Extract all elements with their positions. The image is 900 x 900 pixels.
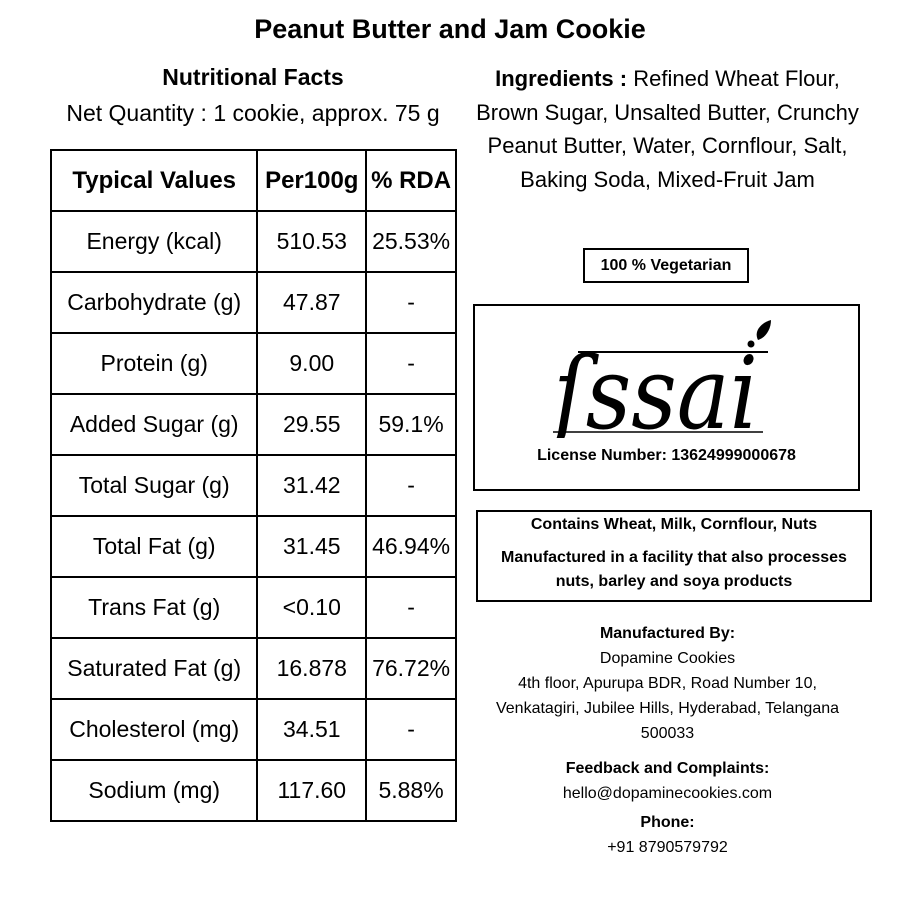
per-100g-value: 31.45 [256, 515, 368, 578]
address-line: 4th floor, Apurupa BDR, Road Number 10, [518, 675, 817, 692]
table-row: Saturated Fat (g) 16.878 76.72% [49, 637, 457, 700]
per-100g-value: 510.53 [256, 210, 368, 273]
ingredients: Ingredients : Refined Wheat Flour, Brown… [470, 62, 865, 196]
rda-value: - [365, 454, 457, 517]
nutrient-name: Added Sugar (g) [49, 393, 259, 456]
per-100g-value: 9.00 [256, 332, 368, 395]
manufacturer-heading: Manufactured By: [599, 625, 736, 642]
fssai-box: ſssai License Number: 13624999000678 [473, 304, 860, 491]
column-header: Per100g [256, 149, 368, 212]
ingredients-label: Ingredients : [495, 66, 634, 91]
column-header: Typical Values [49, 149, 259, 212]
per-100g-value: 47.87 [256, 271, 368, 334]
column-header: % RDA [365, 149, 457, 212]
per-100g-value: 34.51 [256, 698, 368, 761]
nutrition-heading: Nutritional Facts [162, 64, 344, 90]
email: hello@dopaminecookies.com [562, 785, 773, 802]
phone: +91 8790579792 [607, 839, 728, 856]
table-row: Carbohydrate (g) 47.87- [49, 271, 457, 334]
table-row: Cholesterol (mg) 34.51- [49, 698, 457, 761]
rda-value: 59.1% [365, 393, 457, 456]
nutrient-name: Energy (kcal) [49, 210, 259, 273]
table-row: Trans Fat (g) <0.10- [49, 576, 457, 639]
nutrient-name: Trans Fat (g) [49, 576, 259, 639]
rda-value: - [365, 698, 457, 761]
feedback-heading: Feedback and Complaints: [565, 760, 770, 777]
allergen-facility: Manufactured in a facility that also pro… [501, 549, 847, 590]
pincode: 500033 [640, 725, 695, 742]
rda-value: - [365, 271, 457, 334]
product-title: Peanut Butter and Jam Cookie [254, 14, 646, 44]
address-line: Venkatagiri, Jubilee Hills, Hyderabad, T… [495, 700, 840, 717]
nutrient-name: Sodium (mg) [49, 759, 259, 822]
per-100g-value: 117.60 [256, 759, 368, 822]
per-100g-value: 29.55 [256, 393, 368, 456]
ingredients-text: Refined Wheat Flour, Brown Sugar, Unsalt… [476, 66, 859, 192]
nutrient-name: Total Fat (g) [49, 515, 259, 578]
rda-value: 46.94% [365, 515, 457, 578]
nutrient-name: Total Sugar (g) [49, 454, 259, 517]
rda-value: - [365, 332, 457, 395]
nutrient-name: Protein (g) [49, 332, 259, 395]
manufacturer-name: Dopamine Cookies [599, 650, 736, 667]
table-row: Total Fat (g) 31.45 46.94% [49, 515, 457, 578]
rda-value: 25.53% [365, 210, 457, 273]
net-quantity: Net Quantity : 1 cookie, approx. 75 g [66, 100, 440, 126]
license-number: License Number: 13624999000678 [537, 447, 796, 464]
nutrition-table: Typical Values Per100g % RDA Energy (kca… [49, 149, 457, 822]
table-header-row: Typical Values Per100g % RDA [49, 149, 457, 212]
allergen-contains: Contains Wheat, Milk, Cornflour, Nuts [530, 516, 818, 533]
rda-value: 5.88% [365, 759, 457, 822]
allergen-box: Contains Wheat, Milk, Cornflour, Nuts Ma… [476, 510, 872, 602]
phone-heading: Phone: [640, 814, 695, 831]
rda-value: 76.72% [365, 637, 457, 700]
fssai-logo: ſssai [553, 320, 771, 438]
table-row: Sodium (mg) 117.60 5.88% [49, 759, 457, 822]
rda-value: - [365, 576, 457, 639]
per-100g-value: <0.10 [256, 576, 368, 639]
vegetarian-badge: 100 % Vegetarian [583, 248, 749, 283]
table-row: Added Sugar (g) 29.55 59.1% [49, 393, 457, 456]
per-100g-value: 31.42 [256, 454, 368, 517]
nutrient-name: Saturated Fat (g) [49, 637, 259, 700]
table-row: Total Sugar (g) 31.42- [49, 454, 457, 517]
manufacturer-info: Manufactured By: Dopamine Cookies 4th fl… [470, 621, 865, 860]
svg-text:ſssai: ſssai [553, 335, 758, 438]
per-100g-value: 16.878 [256, 637, 368, 700]
nutrient-name: Carbohydrate (g) [49, 271, 259, 334]
table-row: Energy (kcal) 510.53 25.53% [49, 210, 457, 273]
table-row: Protein (g) 9.00- [49, 332, 457, 395]
nutrient-name: Cholesterol (mg) [49, 698, 259, 761]
